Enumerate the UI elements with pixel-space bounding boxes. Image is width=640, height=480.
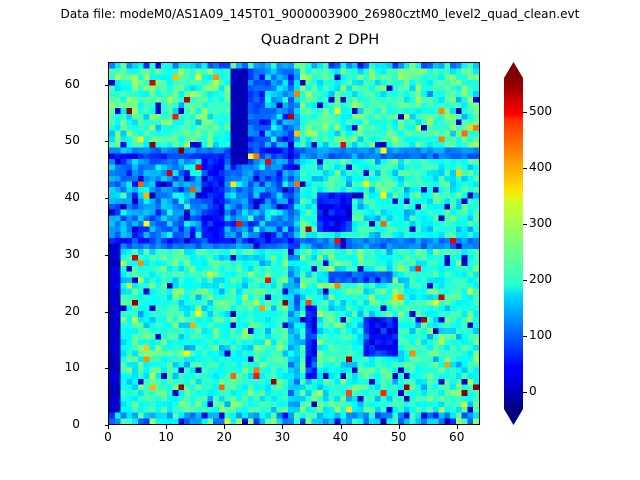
colorbar-tick-label: 400 (529, 159, 553, 174)
colorbar-tick-label: 0 (529, 384, 537, 399)
heatmap-axes[interactable] (108, 62, 480, 425)
colorbar-tick-mark (523, 223, 527, 225)
data-file-suptitle: Data file: modeM0/AS1A09_145T01_90000039… (60, 7, 580, 21)
y-tick-label: 20 (64, 303, 80, 318)
x-tick-label: 20 (216, 430, 232, 444)
colorbar-extend-top-arrow (504, 62, 523, 78)
colorbar[interactable] (504, 62, 523, 425)
x-tick-mark (224, 425, 226, 429)
x-tick-mark (282, 425, 284, 429)
x-tick-mark (108, 425, 109, 429)
x-tick-mark (398, 425, 400, 429)
colorbar-extend-bottom-arrow (504, 409, 523, 425)
x-tick-label: 60 (449, 430, 465, 444)
x-tick-mark (166, 425, 168, 429)
x-tick-mark (456, 425, 458, 429)
colorbar-tick-mark (523, 279, 527, 281)
colorbar-tick-label: 500 (529, 103, 553, 118)
x-tick-label: 50 (390, 430, 407, 444)
x-tick-label: 10 (158, 430, 174, 444)
y-tick-mark (104, 368, 108, 370)
colorbar-tick-mark (523, 336, 527, 338)
y-tick-mark (104, 141, 108, 143)
y-tick-label: 50 (64, 133, 80, 148)
heatmap-image[interactable] (109, 63, 479, 424)
x-tick-label: 30 (274, 430, 291, 444)
y-tick-mark (104, 198, 108, 200)
colorbar-tick-label: 200 (529, 271, 553, 286)
colorbar-body (504, 78, 523, 409)
y-tick-label: 10 (64, 360, 80, 375)
colorbar-gradient (504, 62, 523, 425)
y-tick-label: 30 (64, 246, 80, 261)
x-tick-mark (340, 425, 342, 429)
page-title: Quadrant 2 DPH (260, 31, 380, 48)
colorbar-tick-mark (523, 392, 527, 394)
colorbar-tick-mark (523, 111, 527, 113)
y-tick-label: 40 (64, 190, 80, 205)
x-tick-label: 0 (104, 430, 112, 444)
y-tick-mark (104, 84, 108, 86)
colorbar-tick-mark (523, 167, 527, 169)
y-tick-label: 60 (64, 76, 80, 91)
y-tick-mark (104, 311, 108, 313)
x-tick-label: 40 (332, 430, 349, 444)
y-tick-mark (104, 425, 108, 426)
y-tick-label: 0 (72, 417, 80, 431)
y-tick-mark (104, 254, 108, 256)
colorbar-tick-label: 300 (529, 215, 553, 230)
colorbar-tick-label: 100 (529, 328, 553, 343)
